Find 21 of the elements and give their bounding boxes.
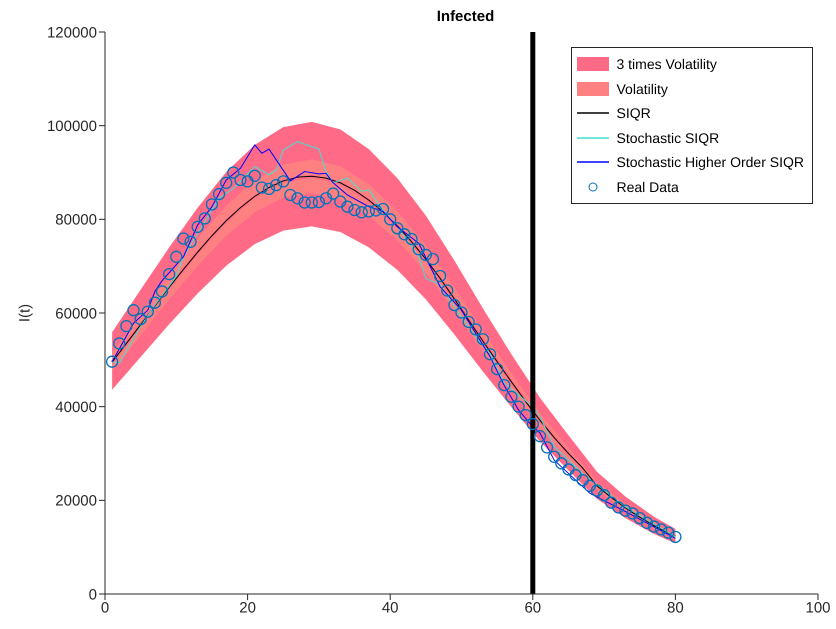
x-tick-label: 0: [100, 600, 110, 617]
y-tick-label: 100000: [46, 118, 97, 135]
legend-label: SIQR: [616, 105, 651, 122]
chart-title: Infected: [436, 8, 496, 25]
x-tick-label: 20: [239, 600, 256, 617]
legend-label: Stochastic Higher Order SIQR: [616, 154, 804, 170]
legend-label: 3 times Volatility: [616, 56, 717, 72]
legend-label: Stochastic SIQR: [616, 130, 720, 146]
y-tick-label: 40000: [55, 398, 97, 416]
y-tick-label: 0: [88, 586, 97, 604]
x-tick-label: 60: [524, 600, 542, 617]
legend-label: Volatility: [616, 80, 668, 97]
y-tick-label: 120000: [46, 24, 97, 42]
y-tick-label: 80000: [55, 212, 97, 229]
y-axis-title: I(t): [16, 304, 34, 322]
x-tick-label: 100: [805, 600, 831, 617]
y-tick-label: 20000: [55, 492, 97, 510]
legend-label: Real Data: [616, 178, 679, 195]
x-tick-label: 80: [667, 600, 684, 617]
x-tick-label: 40: [382, 600, 399, 617]
y-tick-label: 60000: [55, 305, 97, 322]
